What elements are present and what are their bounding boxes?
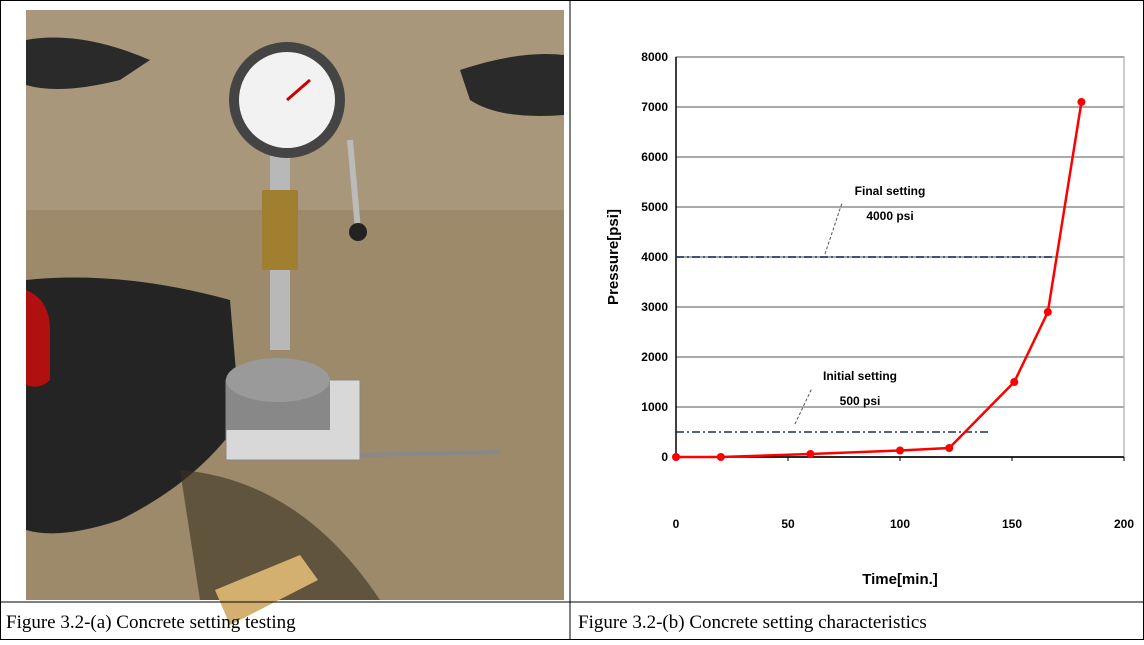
x-tick-label: 100 bbox=[890, 517, 910, 531]
point bbox=[806, 450, 815, 458]
x-tick-label: 150 bbox=[1002, 517, 1022, 531]
y-axis-label: Pressure[psi] bbox=[605, 209, 622, 305]
y-tick-label: 0 bbox=[661, 450, 668, 464]
point bbox=[672, 453, 680, 461]
chart: 0 1000 2000 3000 4000 5000 6000 7000 8000 0 50 100 1… bbox=[605, 50, 1134, 588]
y-tick-label: 1000 bbox=[641, 400, 668, 414]
caption: Figure 3.2-(a) Concrete setting testing bbox=[6, 612, 296, 633]
y-tick-label: 2000 bbox=[641, 350, 668, 364]
point bbox=[716, 453, 725, 461]
x-tick-label: 0 bbox=[673, 517, 680, 531]
y-tick-label: 7000 bbox=[641, 100, 668, 114]
y-tick-label: 3000 bbox=[641, 300, 668, 314]
x-axis-label: Time[min.] bbox=[862, 571, 938, 588]
point bbox=[1010, 378, 1019, 386]
caption: Figure 3.2-(b) Concrete setting characte… bbox=[578, 612, 927, 633]
x-tick-label: 200 bbox=[1114, 517, 1134, 531]
line bbox=[676, 101, 1083, 459]
y-tick-label: 5000 bbox=[641, 200, 668, 214]
annotation-arrow bbox=[824, 202, 843, 255]
y-tick-label: 8000 bbox=[641, 50, 668, 64]
annotation: 4000 psi bbox=[866, 209, 913, 223]
x-tick-label: 50 bbox=[781, 517, 795, 531]
annotation: 500 psi bbox=[840, 394, 881, 408]
point bbox=[945, 444, 954, 452]
point bbox=[1077, 98, 1086, 106]
point bbox=[896, 446, 904, 455]
photo bbox=[26, 10, 564, 625]
annotation: Initial setting bbox=[823, 369, 897, 383]
y-tick-label: 6000 bbox=[641, 150, 668, 164]
y-tick-label: 4000 bbox=[641, 250, 668, 264]
annotation: Final setting bbox=[855, 184, 926, 198]
point bbox=[1043, 308, 1052, 316]
annotation-arrow bbox=[794, 387, 813, 425]
